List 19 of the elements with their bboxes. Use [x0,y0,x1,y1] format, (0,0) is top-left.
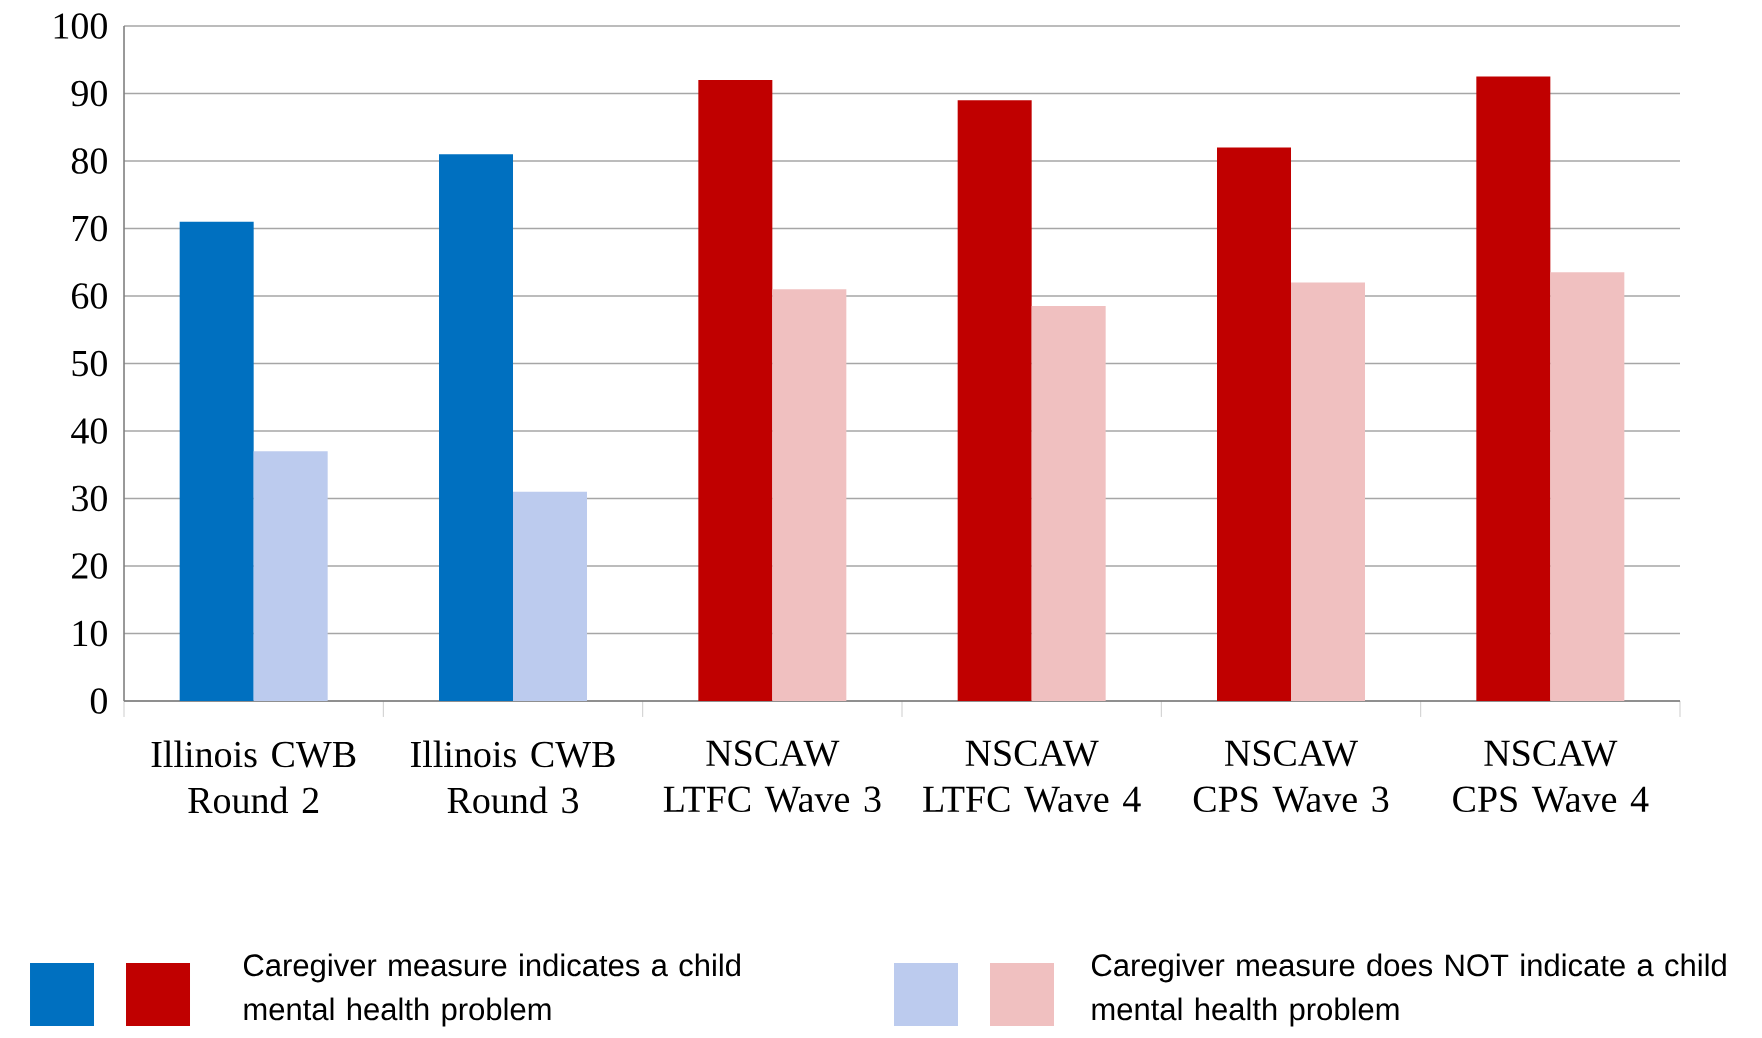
y-tick-label: 60 [72,283,107,309]
x-tick-label: Illinois CWB Round 2 [151,740,356,814]
x-tick-label: NSCAW CPS Wave 4 [1453,740,1649,813]
y-tick-label: 50 [72,350,107,377]
y-tick-label: 70 [72,215,107,242]
legend-label: Caregiver measure indicates a child mental health problem [243,953,740,1027]
y-tick-label: 100 [54,13,107,39]
y-tick-label: 20 [72,553,107,579]
y-tick-label: 0 [90,688,107,714]
y-tick-label: 90 [71,80,107,107]
y-tick-label: 40 [71,418,107,444]
y-tick-label: 10 [73,620,107,647]
x-tick-label: NSCAW LTFC Wave 3 [663,740,881,813]
x-tick-label: NSCAW LTFC Wave 4 [923,740,1141,813]
x-tick-label: NSCAW CPS Wave 3 [1193,740,1389,813]
x-tick-label: Illinois CWB Round 3 [410,740,615,814]
y-tick-label: 30 [72,485,107,512]
y-tick-label: 80 [71,148,107,174]
legend-label: Caregiver measure does NOT indicate a child mental health problem [1091,953,1726,1027]
